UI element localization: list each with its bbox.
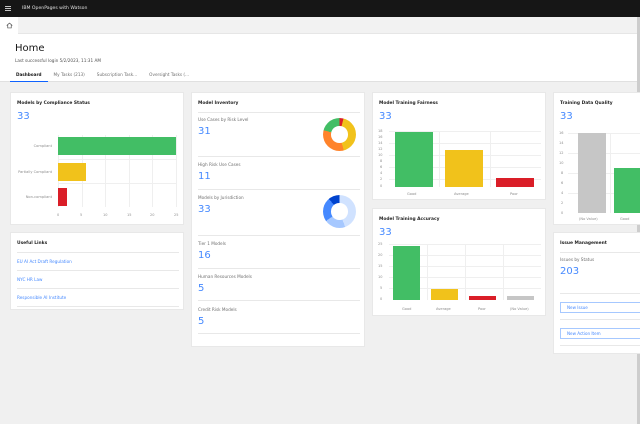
home-icon — [5, 22, 13, 29]
workspace-tab-strip — [0, 17, 637, 34]
page-title: Home — [15, 43, 45, 54]
card-title: Useful Links — [17, 241, 48, 246]
bar-no-value[interactable] — [578, 133, 606, 213]
issues-count[interactable]: 203 — [560, 266, 580, 277]
category-label: Partially Compliant — [18, 170, 52, 174]
top-navigation-bar: IBM OpenPages with Watson — [0, 0, 640, 17]
bar-average[interactable] — [445, 150, 483, 187]
link-nyc-hr-law[interactable]: NYC HR Law — [17, 277, 43, 282]
tab-oversight-tasks[interactable]: Oversight Tasks (... — [149, 72, 190, 77]
risk-level-donut-chart[interactable] — [323, 118, 356, 151]
dashboard-tabs: Dashboard My Tasks (213) Subscription Ta… — [10, 70, 195, 82]
page-header: Home Last successful login 5/2/2023, 11:… — [0, 34, 637, 82]
home-tab[interactable] — [0, 17, 18, 34]
jurisdiction-donut-chart[interactable] — [323, 195, 356, 228]
bar-poor[interactable] — [496, 178, 534, 187]
total-count[interactable]: 33 — [379, 227, 392, 238]
app-title: IBM OpenPages with Watson — [22, 6, 88, 11]
card-title: Model Training Fairness — [379, 101, 438, 106]
total-count[interactable]: 33 — [17, 111, 30, 122]
tab-my-tasks[interactable]: My Tasks (213) — [53, 72, 85, 77]
bar-average[interactable] — [431, 289, 458, 300]
last-login-text: Last successful login 5/2/2023, 11:31 AM — [15, 58, 101, 63]
issue-management-card: Issue Management Issues by Status 203 Ne… — [553, 232, 640, 354]
bar-good[interactable] — [393, 246, 420, 300]
total-count[interactable]: 33 — [560, 111, 573, 122]
training-fairness-card: Model Training Fairness 33 18 16 14 12 1… — [372, 92, 546, 200]
model-inventory-card: Model Inventory Use Cases by Risk Level … — [191, 92, 365, 347]
training-data-quality-card: Training Data Quality 33 16 14 12 10 8 6… — [553, 92, 640, 225]
link-eu-ai-act[interactable]: EU AI Act Draft Regulation — [17, 259, 72, 264]
useful-links-card: Useful Links EU AI Act Draft Regulation … — [10, 232, 184, 310]
card-title: Models by Compliance Status — [17, 101, 90, 106]
bar-good[interactable] — [395, 132, 433, 187]
tab-subscription-tasks[interactable]: Subscription Task... — [96, 72, 138, 77]
issues-by-status-label: Issues by Status — [560, 257, 595, 262]
bar-no-value[interactable] — [507, 296, 534, 300]
new-action-item-button[interactable]: New Action Item — [560, 328, 640, 339]
hamburger-menu-icon[interactable] — [0, 0, 16, 17]
category-label: Non-compliant — [25, 195, 52, 199]
bar-non-compliant[interactable] — [58, 188, 67, 206]
bar-partially-compliant[interactable] — [58, 163, 86, 181]
card-title: Training Data Quality — [560, 101, 613, 106]
total-count[interactable]: 33 — [379, 111, 392, 122]
card-title: Model Inventory — [198, 101, 239, 106]
card-title: Model Training Accuracy — [379, 217, 440, 222]
link-responsible-ai-institute[interactable]: Responsible AI Institute — [17, 295, 67, 300]
card-title: Issue Management — [560, 241, 607, 246]
training-accuracy-card: Model Training Accuracy 33 25 20 15 10 5… — [372, 208, 546, 316]
tab-dashboard[interactable]: Dashboard — [10, 70, 48, 82]
bar-compliant[interactable] — [58, 137, 176, 155]
category-label: Compliant — [33, 144, 52, 148]
bar-good[interactable] — [614, 168, 640, 213]
compliance-status-card: Models by Compliance Status 33 Compliant… — [10, 92, 184, 225]
new-issue-button[interactable]: New Issue — [560, 302, 640, 313]
bar-poor[interactable] — [469, 296, 496, 300]
